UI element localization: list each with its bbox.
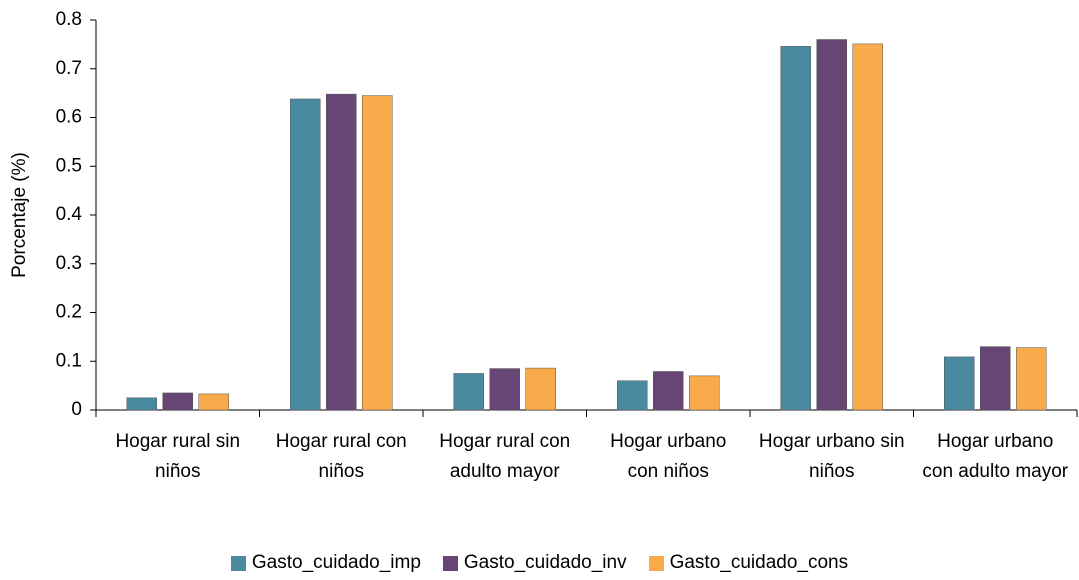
bar bbox=[362, 95, 393, 411]
bar bbox=[162, 392, 193, 411]
y-tick-label: 0.8 bbox=[56, 9, 82, 30]
legend-swatch bbox=[230, 555, 246, 571]
bar bbox=[689, 375, 720, 411]
bar bbox=[290, 98, 321, 411]
bar bbox=[816, 39, 847, 411]
y-tick-label: 0.2 bbox=[56, 302, 82, 323]
legend-swatch bbox=[442, 555, 458, 571]
bar bbox=[126, 397, 157, 411]
legend-label: Gasto_cuidado_inv bbox=[463, 552, 627, 573]
legend: Gasto_cuidado_imp Gasto_cuidado_inv Gasto_… bbox=[0, 552, 1079, 574]
bar bbox=[1016, 347, 1047, 411]
x-tick-label: Hogar urbano con adulto mayor bbox=[922, 431, 1069, 482]
y-tick-label: 0.3 bbox=[56, 253, 82, 274]
bar bbox=[453, 373, 484, 411]
bar bbox=[852, 43, 883, 411]
y-tick-label: 0 bbox=[71, 399, 82, 420]
legend-item: Gasto_cuidado_imp bbox=[230, 552, 421, 574]
legend-item: Gasto_cuidado_inv bbox=[442, 552, 627, 574]
bar bbox=[525, 367, 556, 411]
x-tick-label: Hogar urbano con niños bbox=[610, 431, 727, 482]
bar bbox=[489, 368, 520, 411]
bar bbox=[653, 371, 684, 411]
legend-label: Gasto_cuidado_cons bbox=[669, 552, 849, 573]
y-axis-label: Porcentaje (%) bbox=[9, 152, 30, 278]
y-tick-label: 0.6 bbox=[56, 107, 82, 128]
bar bbox=[326, 93, 357, 411]
legend-swatch bbox=[648, 555, 664, 571]
x-tick-label: Hogar urbano sin niños bbox=[758, 431, 905, 482]
x-tick-label: Hogar rural con adulto mayor bbox=[439, 431, 571, 482]
y-tick-label: 0.5 bbox=[56, 155, 82, 176]
y-tick-label: 0.4 bbox=[56, 204, 83, 225]
legend-label: Gasto_cuidado_imp bbox=[251, 552, 421, 573]
bar bbox=[780, 46, 811, 411]
x-tick-label: Hogar rural con niños bbox=[275, 431, 407, 482]
bar bbox=[980, 346, 1011, 411]
y-tick-label: 0.1 bbox=[56, 350, 82, 371]
bar bbox=[944, 356, 975, 411]
x-tick-label: Hogar rural sin niños bbox=[115, 431, 241, 482]
legend-item: Gasto_cuidado_cons bbox=[648, 552, 849, 574]
y-tick-label: 0.7 bbox=[56, 58, 82, 79]
bar bbox=[198, 393, 229, 411]
bar bbox=[617, 380, 648, 411]
